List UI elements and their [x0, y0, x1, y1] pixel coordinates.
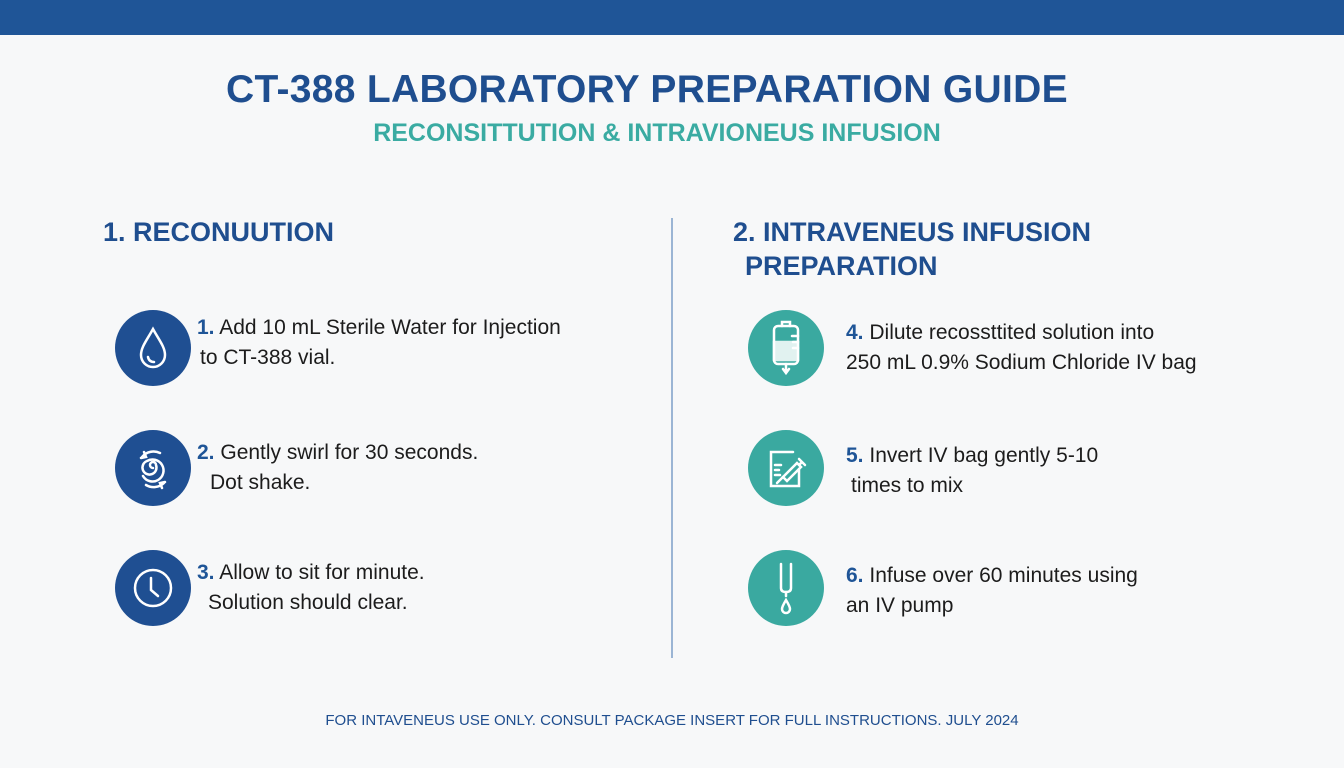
step-5: 5. Invert IV bag gently 5-10 times to mi… — [846, 441, 1098, 501]
page-subtitle: RECONSITTUTION & INTRAVIONEUS INFUSION — [373, 119, 941, 147]
step-text: Allow to sit for minute. — [219, 561, 425, 584]
step-number: 4. — [846, 321, 864, 344]
step-text: Dilute recossttited solution into — [869, 321, 1155, 344]
step-text: Add 10 mL Sterile Water for Injection — [219, 316, 561, 339]
step-3: 3. Allow to sit for minute. Solution sho… — [197, 558, 425, 618]
iv-bag-icon — [748, 310, 824, 386]
iv-drip-icon — [748, 550, 824, 626]
heading-line-1: 2. INTRAVENEUS INFUSION — [733, 217, 1092, 247]
step-text-2: Dot shake. — [210, 471, 311, 494]
step-text-2: to CT-388 vial. — [200, 346, 336, 369]
page-title: CT-388 LABORATORY PREPARATION GUIDE — [226, 68, 1068, 111]
step-text-2: an IV pump — [846, 594, 954, 617]
column-divider — [671, 218, 673, 658]
step-number: 5. — [846, 444, 864, 467]
heading-line-2: PREPARATION — [745, 251, 938, 281]
step-1: 1. Add 10 mL Sterile Water for Injection… — [197, 313, 561, 373]
step-6: 6. Infuse over 60 minutes using an IV pu… — [846, 561, 1138, 621]
step-text: Gently swirl for 30 seconds. — [220, 441, 479, 464]
syringe-icon — [748, 430, 824, 506]
water-drop-icon — [115, 310, 191, 386]
clock-icon — [115, 550, 191, 626]
step-number: 3. — [197, 561, 215, 584]
step-number: 2. — [197, 441, 215, 464]
step-text-2: times to mix — [851, 474, 964, 497]
step-text-2: Solution should clear. — [208, 591, 408, 614]
section-heading-reconstitution: 1. RECONUUTION — [103, 217, 335, 247]
step-text: Invert IV bag gently 5-10 — [869, 444, 1099, 467]
section-heading-infusion: 2. INTRAVENEUS INFUSION PREPARATION — [733, 215, 1091, 283]
step-text-2: 250 mL 0.9% Sodium Chloride IV bag — [846, 351, 1197, 374]
swirl-icon — [115, 430, 191, 506]
step-4: 4. Dilute recossttited solution into 250… — [846, 318, 1197, 378]
step-number: 1. — [197, 316, 215, 339]
step-2: 2. Gently swirl for 30 seconds. Dot shak… — [197, 438, 478, 498]
top-bar — [0, 0, 1344, 35]
footer-note: FOR INTAVENEUS USE ONLY. CONSULT PACKAGE… — [325, 712, 1019, 729]
step-number: 6. — [846, 564, 864, 587]
step-text: Infuse over 60 minutes using — [869, 564, 1138, 587]
